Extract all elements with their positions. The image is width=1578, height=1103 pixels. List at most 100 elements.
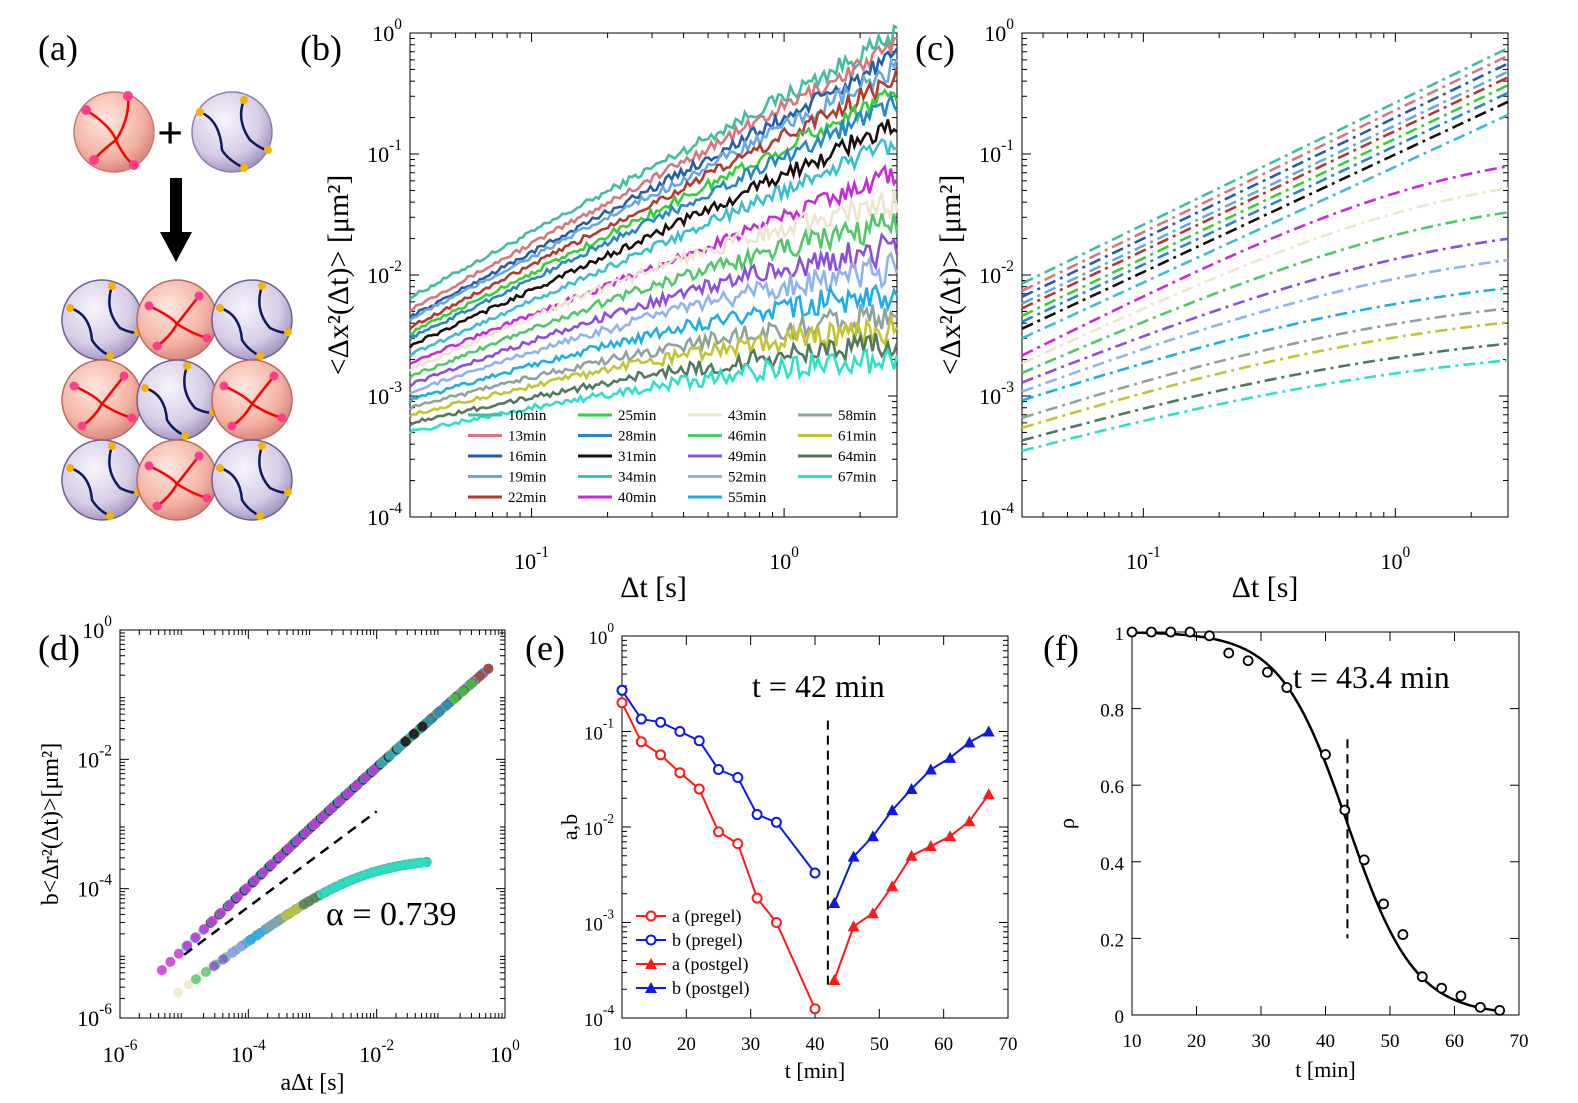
y-tick-label: 10-1: [367, 137, 402, 167]
x-axis-title: aΔt [s]: [280, 1070, 344, 1096]
data-point: [1378, 898, 1389, 910]
pregel-point: [433, 707, 444, 718]
pregel-point: [207, 915, 218, 926]
pregel-point: [233, 891, 244, 902]
red-lattice-particle: [211, 359, 293, 441]
data-point: [635, 713, 647, 725]
msd-curve-25min: [409, 87, 899, 337]
data-point: [732, 838, 744, 850]
msd-curve-55min: [1021, 286, 1509, 402]
red-lattice-particle: [136, 439, 218, 521]
postgel-point: [183, 979, 194, 990]
postgel-point: [208, 961, 219, 972]
msd-curve-52min: [409, 250, 899, 395]
rho-chart: 10 20 30 40 50 60 70 0 0.2 0.4 0.6 0.8 1 t [min] ρ t = …: [1054, 624, 1529, 1082]
x-tick-label: 40: [806, 1034, 825, 1055]
legend-label: 67min: [838, 470, 877, 486]
data-point: [982, 788, 995, 800]
panel-label-f: (f): [1043, 628, 1079, 668]
msd-curve-19min: [1021, 70, 1509, 305]
msd-curve-25min: [1021, 84, 1509, 317]
scatter-points: [156, 663, 494, 998]
red-particle-top: [73, 91, 155, 173]
y-tick-label: 10-2: [979, 258, 1014, 288]
legend-label: 58min: [838, 408, 877, 424]
x-tick-label: 10-4: [231, 1037, 266, 1067]
postgel-point: [218, 954, 229, 965]
gel-time-annotation: t = 42 min: [752, 668, 885, 704]
pregel-point: [334, 795, 345, 806]
data-point: [693, 783, 705, 795]
pregel-point: [449, 693, 460, 704]
data-point: [828, 897, 841, 909]
data-point: [847, 850, 860, 862]
y-tick-label: 10-3: [584, 907, 614, 936]
msd-curve-31min: [1021, 100, 1509, 330]
data-point: [1204, 630, 1215, 642]
data-point: [751, 809, 763, 821]
data-point: [982, 725, 995, 737]
msd-curve-67min: [1021, 359, 1509, 453]
x-tick-label: 40: [1316, 1031, 1335, 1052]
legend-label: 61min: [838, 429, 877, 445]
slope-guide-line: [183, 810, 378, 956]
y-tick-label: 0.2: [1100, 930, 1124, 951]
legend-label: 19min: [508, 470, 547, 486]
data-point: [1416, 971, 1428, 983]
msd-curve-49min: [1021, 237, 1509, 384]
data-point: [1455, 990, 1467, 1002]
x-tick-label: 70: [999, 1034, 1018, 1055]
x-tick-label: 10-2: [359, 1037, 394, 1067]
y-tick-label: 0.6: [1100, 777, 1124, 798]
msd-curve-22min: [1021, 76, 1509, 310]
data-point: [1184, 626, 1196, 638]
series-line-a (postgel): [833, 793, 990, 981]
pregel-point: [224, 899, 235, 910]
blue-lattice-particle: [61, 439, 143, 521]
msd-curve-28min: [408, 92, 899, 341]
pregel-point: [241, 883, 252, 894]
data-point: [655, 716, 667, 728]
pregel-point: [424, 714, 435, 725]
blue-lattice-particle: [211, 439, 293, 521]
data-points: [1126, 626, 1506, 1016]
gel-time-annotation: t = 43.4 min: [1293, 659, 1450, 695]
x-tick-label: 10: [1123, 1031, 1142, 1052]
x-axis-title: Δt [s]: [620, 571, 687, 604]
postgel-point: [200, 966, 211, 977]
red-lattice-particle: [136, 279, 218, 361]
data-point: [886, 804, 899, 816]
x-tick-label: 50: [870, 1034, 889, 1055]
x-tick-label: 60: [1445, 1031, 1464, 1052]
pregel-point: [292, 835, 303, 846]
y-tick-label: 10-1: [979, 137, 1014, 167]
legend-label: 25min: [618, 408, 657, 424]
legend-marker: [645, 910, 657, 922]
data-point: [1474, 1001, 1486, 1013]
data-point: [693, 735, 705, 747]
data-point: [828, 973, 841, 985]
msd-curve-31min: [409, 119, 898, 349]
pregel-point: [165, 956, 176, 967]
schematic-panel-a: +: [61, 91, 293, 521]
legend-label: a (postgel): [672, 954, 748, 975]
shift-factors-chart: 10 20 30 40 50 60 70 10-4 10-3 10-2 10-1 100 t [min]…: [557, 620, 1018, 1083]
pregel-point: [156, 965, 167, 976]
msd-curve-16min: [1021, 62, 1509, 298]
red-lattice-particle: [61, 359, 143, 441]
panel-label-c: (c): [915, 28, 955, 68]
pregel-point: [267, 859, 278, 870]
x-tick-label: 20: [1187, 1031, 1206, 1052]
data-point: [770, 816, 782, 828]
series-group: [408, 23, 899, 435]
data-point: [944, 751, 957, 763]
y-tick-label: 10-2: [584, 811, 614, 840]
postgel-point: [244, 935, 255, 946]
pregel-point: [199, 924, 210, 935]
y-tick-label: 1: [1115, 624, 1125, 645]
data-point: [635, 736, 647, 748]
msd-curve-13min: [1021, 54, 1509, 292]
pregel-point: [275, 851, 286, 862]
blue-lattice-particle: [136, 359, 218, 441]
data-point: [674, 767, 686, 779]
